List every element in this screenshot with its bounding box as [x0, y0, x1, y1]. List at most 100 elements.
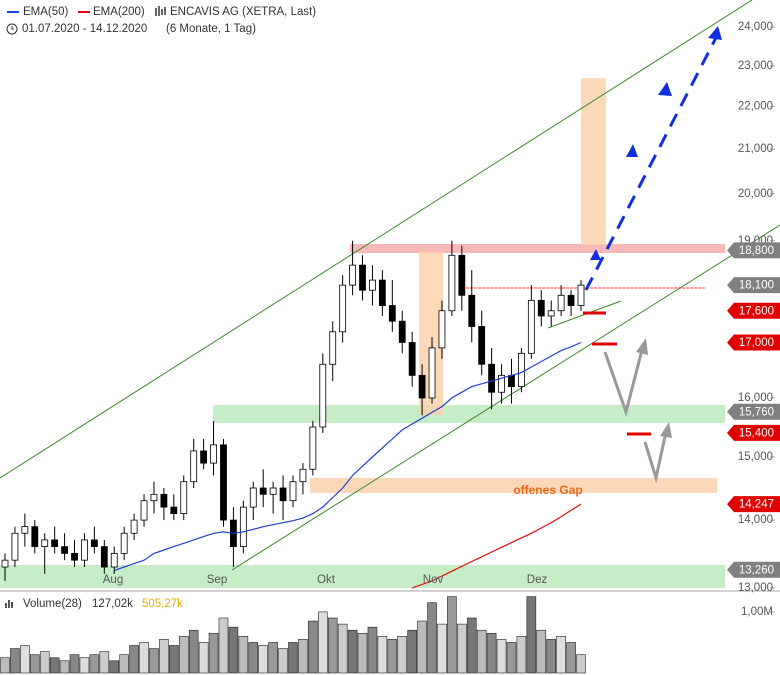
volume-bar [20, 645, 30, 674]
volume-bar [308, 620, 318, 674]
candle-body [557, 294, 565, 312]
x-tick-label: Dez [527, 574, 548, 586]
volume-bar [248, 642, 259, 674]
level-badge [727, 277, 780, 294]
volume-bar [437, 623, 447, 674]
volume-bar [109, 660, 120, 674]
arrow-head [708, 26, 722, 40]
candle-body [438, 310, 446, 349]
volume-bar [526, 596, 537, 674]
candle-body [478, 326, 486, 365]
chart-title: ENCAVIS AG (XETRA, Last) [170, 6, 316, 18]
candle-body [518, 352, 525, 387]
volume-bar [39, 651, 50, 674]
level-badge [727, 403, 780, 420]
level-badge [727, 334, 780, 351]
candle-body [180, 481, 188, 514]
volume-bar [397, 636, 408, 674]
volume-bar [198, 642, 209, 674]
support-band [0, 565, 725, 588]
candle-body [388, 305, 396, 322]
candle-body [369, 279, 376, 291]
candle-body [200, 450, 208, 464]
y-tick-label: 21,000 [738, 143, 773, 155]
volume-bar [29, 654, 40, 674]
clock-icon [6, 23, 18, 35]
candle-body [140, 500, 148, 521]
arrow-head [626, 144, 638, 157]
candle-body [110, 552, 118, 568]
scenario-arrow [603, 345, 645, 418]
volume-bar [119, 654, 129, 674]
candle-body [319, 363, 327, 428]
volume-bar [347, 629, 358, 674]
volume-bar [407, 629, 417, 674]
candle-body [398, 320, 406, 343]
level-label: 13,260 [739, 564, 774, 576]
volume-bar [129, 645, 139, 674]
arrow-head [590, 249, 601, 260]
candle-body [170, 506, 178, 514]
gap-band [310, 478, 717, 493]
candle-body [1, 559, 9, 568]
trend-channel [0, 0, 753, 479]
volume-bar [89, 654, 100, 674]
candle-body [41, 539, 49, 548]
candle-body [249, 487, 257, 508]
support-band [213, 405, 725, 423]
candle-body [468, 294, 476, 327]
date-range: 01.07.2020 - 14.12.2020 [22, 23, 147, 35]
volume-bar [327, 617, 338, 674]
candle-body [81, 539, 88, 561]
volume-bar [79, 657, 90, 674]
level-label: 14,247 [739, 499, 774, 511]
resistance-band [350, 244, 725, 253]
y-tick-label: 23,000 [738, 60, 773, 72]
volume-bar [427, 602, 437, 674]
candle-body [269, 487, 277, 495]
candle-body [31, 526, 39, 548]
arrow-head [660, 422, 672, 438]
range-box [581, 78, 606, 245]
candle-body [279, 487, 287, 502]
volume-bar [159, 639, 169, 674]
level-label: 15,400 [739, 427, 774, 439]
y-tick-label: 22,000 [738, 101, 773, 113]
volume-bar [317, 611, 328, 674]
volume-bar [377, 636, 388, 674]
volume-bar [278, 648, 288, 674]
volume-bar [218, 617, 229, 674]
y-tick-label: 14,000 [738, 514, 773, 526]
volume-bar [546, 639, 557, 674]
y-tick-label: 20,000 [738, 188, 773, 200]
volume-bar [466, 617, 477, 674]
candle-body [130, 519, 138, 534]
volume-bar [536, 629, 547, 674]
level-label: 18,800 [739, 245, 774, 257]
arrow-head [658, 82, 672, 96]
volume-bar [566, 642, 576, 674]
volume-bar [169, 645, 179, 674]
candle-body [190, 450, 198, 483]
volume-bar [238, 636, 249, 674]
volume-bar [556, 636, 566, 674]
candle-body [11, 532, 19, 561]
y-tick-label: 13,000 [738, 582, 773, 594]
candle-body [577, 284, 585, 306]
candle-body [537, 300, 545, 317]
volume-icon [5, 600, 13, 608]
target-arrow [584, 29, 722, 291]
candle-body [488, 363, 496, 393]
candle-body [120, 532, 128, 554]
candle-body [71, 552, 78, 561]
level-badge [727, 561, 780, 578]
vol-tick-label: 1,00M [741, 606, 773, 618]
volume-bar [337, 623, 348, 674]
candle-body [90, 539, 98, 548]
level-badge [727, 302, 780, 319]
volume-bar [486, 632, 497, 674]
volume-current: 127,02k [92, 598, 133, 610]
level-badge [727, 424, 780, 441]
trend-channel [231, 224, 780, 571]
